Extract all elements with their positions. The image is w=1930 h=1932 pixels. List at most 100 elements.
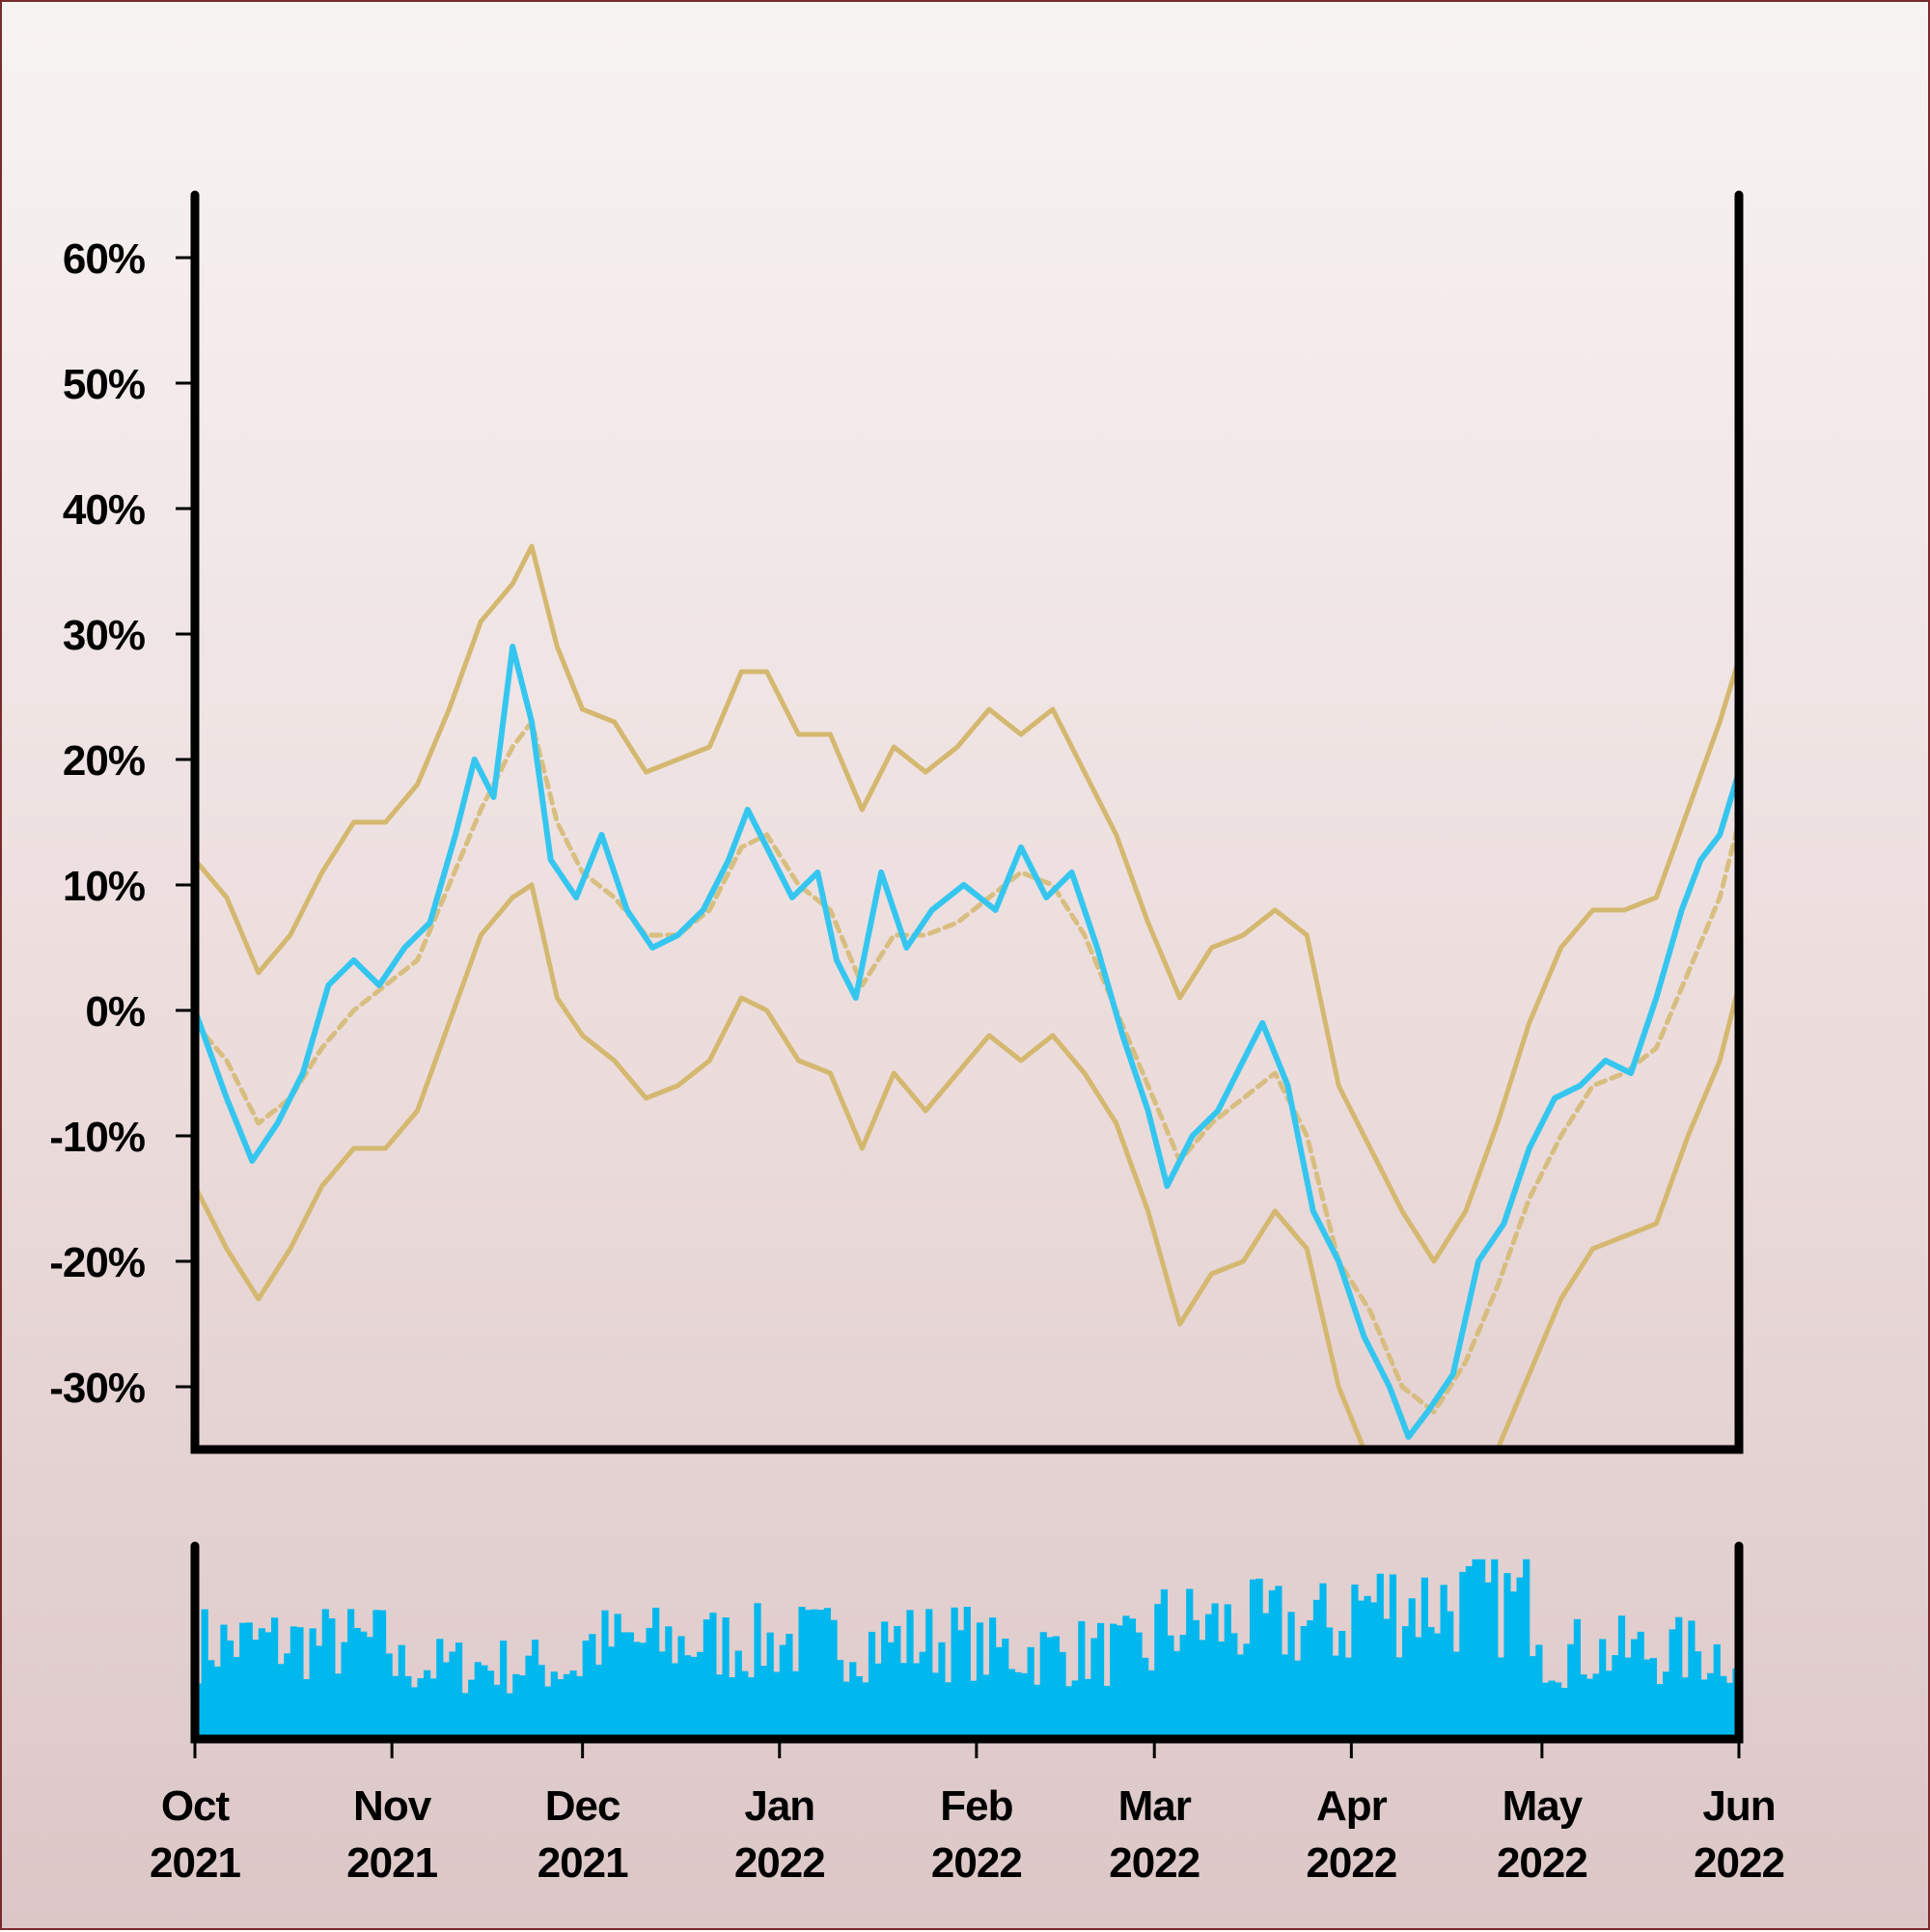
volume-bar (1224, 1604, 1231, 1739)
volume-bar (1688, 1620, 1696, 1739)
volume-bar (1662, 1671, 1670, 1739)
volume-bar (1065, 1686, 1073, 1739)
volume-bar (791, 1670, 800, 1739)
volume-bar (245, 1622, 253, 1739)
volume-bar (1580, 1674, 1587, 1739)
volume-bar (805, 1610, 813, 1739)
volume-bar (500, 1641, 508, 1739)
volume-bar (328, 1618, 336, 1739)
x-tick-year: 2021 (538, 1839, 628, 1887)
volume-bar (1509, 1591, 1518, 1739)
upper-band-line (195, 543, 1739, 1264)
volume-bar (1122, 1615, 1130, 1739)
volume-bar (754, 1603, 761, 1739)
x-tick-month: Feb (940, 1782, 1012, 1830)
volume-bar (290, 1626, 297, 1739)
volume-bar (665, 1626, 673, 1739)
volume-bar (493, 1684, 501, 1739)
volume-bar (372, 1610, 380, 1739)
volume-bar (1039, 1632, 1047, 1739)
volume-bar (449, 1651, 456, 1739)
volume-bar (1465, 1565, 1474, 1739)
volume-bar (1052, 1636, 1061, 1739)
volume-bar (1059, 1651, 1066, 1739)
volume-bar (1503, 1573, 1511, 1739)
volume-bar (729, 1677, 736, 1739)
volume-bar (1523, 1559, 1530, 1739)
volume-bar (1649, 1658, 1657, 1739)
volume-bar (697, 1651, 704, 1739)
volume-bar (506, 1693, 513, 1739)
volume-bar (277, 1664, 285, 1739)
volume-bar (1713, 1643, 1721, 1739)
volume-bar (951, 1607, 958, 1739)
volume-bar (1128, 1618, 1137, 1739)
volume-bar (309, 1628, 317, 1739)
volume-bar (1204, 1614, 1213, 1739)
volume-bar (1440, 1585, 1448, 1739)
volume-bar (1192, 1619, 1199, 1739)
volume-bar (1555, 1682, 1562, 1739)
volume-bar (925, 1609, 933, 1739)
x-tick-year: 2022 (734, 1839, 825, 1887)
volume-bar (429, 1678, 437, 1739)
main-plot-frame (190, 190, 1744, 1454)
volume-bar (639, 1642, 648, 1739)
y-tick-label: 40% (63, 486, 145, 534)
volume-bar (786, 1634, 793, 1739)
volume-bar (341, 1642, 348, 1739)
volume-bar (982, 1674, 990, 1739)
volume-bar (1186, 1588, 1194, 1739)
volume-bar (1452, 1651, 1460, 1739)
volume-bar (715, 1674, 724, 1739)
volume-bar (1262, 1613, 1270, 1739)
volume-bar (385, 1653, 393, 1739)
volume-bar (976, 1622, 984, 1739)
volume-bar (258, 1628, 266, 1739)
volume-bar (957, 1630, 965, 1739)
volume-bar (1236, 1654, 1245, 1739)
volume-bar (1383, 1618, 1391, 1739)
volume-bar (1376, 1573, 1384, 1739)
y-tick-label: 60% (63, 235, 145, 283)
volume-bar (1294, 1660, 1302, 1739)
volume-bar (557, 1679, 565, 1739)
volume-bar (1694, 1651, 1702, 1739)
volume-bar (1255, 1578, 1263, 1739)
volume-bar (589, 1634, 596, 1739)
volume-bar (1516, 1577, 1524, 1739)
volume-bar (1179, 1635, 1187, 1739)
x-tick-month: Mar (1118, 1782, 1192, 1830)
volume-bar (1312, 1599, 1321, 1739)
volume-bar (1656, 1684, 1664, 1739)
x-tick-month: Dec (545, 1782, 620, 1830)
volume-bar (531, 1640, 539, 1739)
volume-bar (1338, 1630, 1346, 1739)
volume-bar (766, 1632, 774, 1739)
volume-bar (881, 1621, 889, 1739)
volume-bar (207, 1660, 215, 1739)
x-tick-year: 2022 (1306, 1839, 1396, 1887)
volume-bar (1046, 1637, 1054, 1739)
x-tick-month: Apr (1316, 1782, 1388, 1830)
volume-bar (1147, 1670, 1155, 1739)
volume-bar (1415, 1637, 1422, 1739)
volume-bar (944, 1682, 952, 1739)
volume-bar (690, 1656, 698, 1739)
volume-bar (1389, 1574, 1397, 1739)
volume-bar (1612, 1655, 1619, 1739)
moving-average-line (195, 719, 1739, 1415)
volume-bar (868, 1631, 876, 1739)
volume-bar (213, 1666, 221, 1739)
volume-bar (1357, 1600, 1365, 1739)
y-tick-label: 20% (63, 737, 145, 785)
volume-bar (1332, 1655, 1339, 1739)
volume-bar (544, 1686, 552, 1739)
volume-bar (239, 1622, 247, 1739)
volume-bar (1720, 1675, 1727, 1739)
volume-bar (894, 1625, 901, 1739)
volume-bar (1605, 1670, 1613, 1739)
volume-bar (576, 1675, 584, 1739)
volume-bar (1560, 1688, 1568, 1739)
volume-bar (1707, 1672, 1715, 1739)
